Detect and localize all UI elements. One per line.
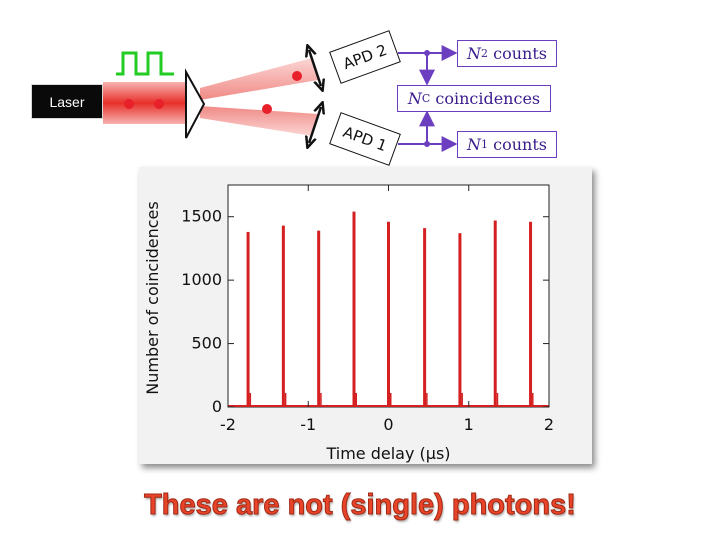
n1-symbol: N: [467, 135, 482, 154]
photon-dot: [292, 71, 302, 81]
nc-symbol: N: [407, 89, 422, 108]
lens-top: [309, 50, 321, 86]
n1-sub: 1: [481, 138, 489, 151]
headline: These are not (single) photons!: [144, 489, 577, 522]
beam-to-apd2: [200, 58, 318, 100]
n2-text: counts: [488, 44, 547, 63]
junction-dot: [424, 141, 430, 147]
nc-sub: C: [421, 92, 431, 105]
apd1-label: APD 1: [340, 122, 390, 156]
photon-dot: [154, 99, 164, 109]
lens-bottom: [309, 107, 321, 143]
chart-panel: [139, 167, 592, 464]
pulse-train: [116, 51, 174, 76]
photon-dot: [262, 104, 272, 114]
n2-symbol: N: [467, 44, 482, 63]
laser-beam: [103, 82, 187, 124]
n1-text: counts: [488, 135, 547, 154]
setup-diagram: [103, 0, 458, 152]
beam-to-apd1: [200, 106, 318, 136]
beam-splitter: [185, 68, 206, 139]
nc-text: coincidences: [430, 89, 541, 108]
n2-sub: 2: [481, 47, 489, 60]
photon-dot: [124, 99, 134, 109]
apd2-label: APD 2: [340, 40, 390, 74]
junction-dot: [424, 50, 430, 56]
laser-label: Laser: [31, 84, 103, 119]
